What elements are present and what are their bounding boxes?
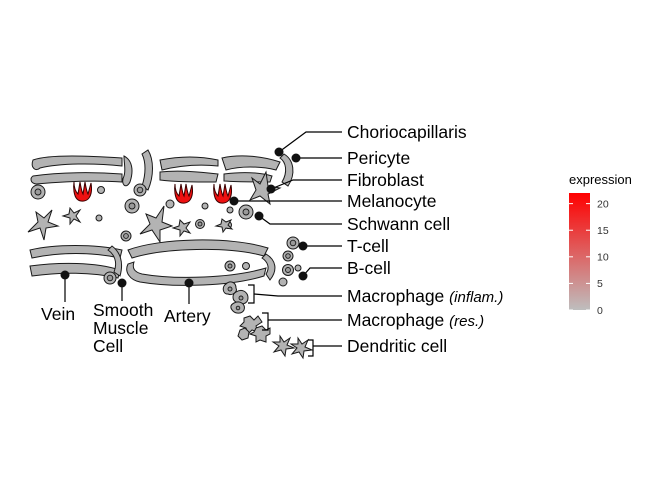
legend-ticks: 0 5 10 15 20 (569, 198, 609, 317)
label-smooth-muscle-2: Muscle (93, 318, 148, 338)
legend-title: expression (569, 172, 632, 187)
label-t-cell: T-cell (347, 236, 389, 256)
label-vein: Vein (41, 304, 75, 324)
label-artery: Artery (164, 306, 211, 326)
label-macrophage-res-qualifier: (res.) (449, 313, 484, 330)
label-choriocapillaris: Choriocapillaris (347, 122, 467, 142)
label-leaders (229, 131, 342, 347)
bottom-leaders (60, 270, 194, 304)
label-macrophage-res: Macrophage (res.) (347, 310, 484, 330)
immune-cells (222, 236, 314, 360)
label-dendritic-cell: Dendritic cell (347, 336, 447, 356)
label-smooth-muscle-1: Smooth (93, 300, 153, 320)
melanocytes (73, 181, 233, 204)
label-schwann-cell: Schwann cell (347, 214, 450, 234)
legend-tick-label: 0 (597, 305, 603, 317)
label-fibroblast: Fibroblast (347, 170, 424, 190)
legend-tick-label: 10 (597, 252, 609, 264)
label-smooth-muscle-3: Cell (93, 336, 123, 356)
label-macrophage-inflam: Macrophage (inflam.) (347, 286, 503, 306)
large-vessels (29, 239, 276, 286)
label-pericyte: Pericyte (347, 148, 410, 168)
label-macrophage-inflam-main: Macrophage (347, 286, 444, 306)
label-macrophage-inflam-qualifier: (inflam.) (449, 289, 503, 306)
stromal-cells (27, 170, 282, 244)
choriocapillaris-vessels (30, 149, 294, 191)
legend-colorbar (569, 193, 590, 310)
legend-tick-label: 20 (597, 198, 609, 210)
label-macrophage-res-main: Macrophage (347, 310, 444, 330)
expression-legend: expression 0 5 10 15 20 (569, 172, 632, 317)
legend-tick-label: 5 (597, 278, 603, 290)
label-b-cell: B-cell (347, 258, 391, 278)
label-melanocyte: Melanocyte (347, 191, 437, 211)
legend-tick-label: 15 (597, 225, 609, 237)
